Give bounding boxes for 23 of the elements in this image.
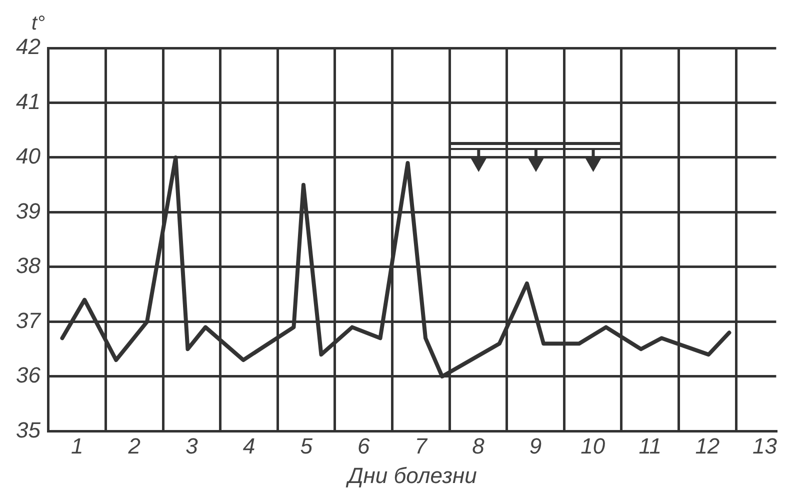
x-tick-label: 8 [472,434,486,459]
x-tick-label: 1 [70,434,84,459]
y-tick-label: 40 [16,144,42,169]
x-tick-label: 2 [127,434,141,459]
x-tick-label: 11 [638,434,662,459]
x-tick-label: 3 [186,434,199,459]
x-tick-label: 6 [358,434,370,459]
x-tick-label: 4 [242,434,256,459]
y-tick-label: 41 [16,88,40,114]
y-tick-label: 36 [16,362,42,388]
x-tick-label: 7 [414,434,428,459]
y-tick-label: 37 [16,308,42,333]
x-axis-title: Дни болезни [344,462,477,488]
y-tick-label: 38 [16,253,42,278]
y-tick-label: 39 [16,198,40,224]
x-tick-label: 13 [752,434,778,459]
x-tick-label: 12 [695,434,720,459]
x-tick-label: 5 [300,434,314,459]
y-axis-title: t° [31,12,46,35]
y-tick-label: 35 [16,417,42,442]
y-tick-label: 42 [16,34,40,60]
x-tick-label: 10 [580,434,606,459]
x-tick-label: 9 [529,434,542,459]
